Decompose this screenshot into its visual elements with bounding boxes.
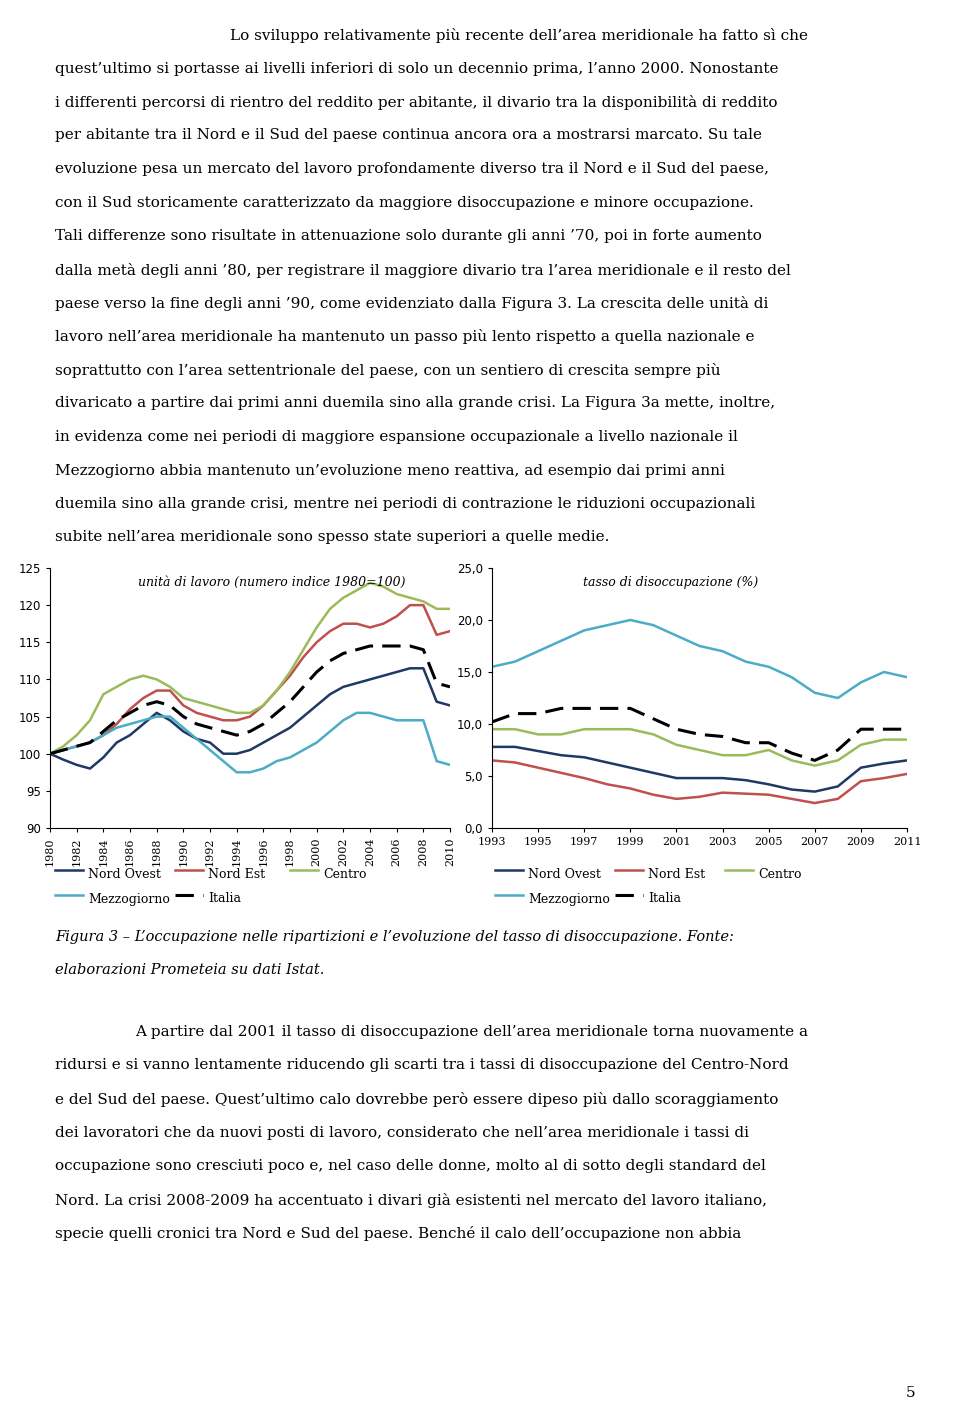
Text: Italia: Italia	[648, 892, 681, 905]
Text: occupazione sono cresciuti poco e, nel caso delle donne, molto al di sotto degli: occupazione sono cresciuti poco e, nel c…	[55, 1160, 766, 1172]
Text: Nord Ovest: Nord Ovest	[88, 867, 161, 881]
Text: con il Sud storicamente caratterizzato da maggiore disoccupazione e minore occup: con il Sud storicamente caratterizzato d…	[55, 196, 754, 209]
Text: paese verso la fine degli anni ’90, come evidenziato dalla Figura 3. La crescita: paese verso la fine degli anni ’90, come…	[55, 296, 768, 311]
Text: A partire dal 2001 il tasso di disoccupazione dell’area meridionale torna nuovam: A partire dal 2001 il tasso di disoccupa…	[135, 1025, 808, 1039]
Text: Nord Est: Nord Est	[648, 867, 706, 881]
Text: Nord Ovest: Nord Ovest	[528, 867, 601, 881]
Text: Mezzogiorno: Mezzogiorno	[88, 892, 170, 905]
Text: lavoro nell’area meridionale ha mantenuto un passo più lento rispetto a quella n: lavoro nell’area meridionale ha mantenut…	[55, 330, 755, 344]
Text: tasso di disoccupazione (%): tasso di disoccupazione (%)	[584, 576, 758, 588]
Text: elaborazioni Prometeia su dati Istat.: elaborazioni Prometeia su dati Istat.	[55, 963, 324, 978]
Text: specie quelli cronici tra Nord e Sud del paese. Benché il calo dell’occupazione : specie quelli cronici tra Nord e Sud del…	[55, 1226, 741, 1241]
Text: Centro: Centro	[758, 867, 802, 881]
Text: Tali differenze sono risultate in attenuazione solo durante gli anni ’70, poi in: Tali differenze sono risultate in attenu…	[55, 229, 762, 243]
Text: Lo sviluppo relativamente più recente dell’area meridionale ha fatto sì che: Lo sviluppo relativamente più recente de…	[230, 28, 808, 43]
Text: ridursi e si vanno lentamente riducendo gli scarti tra i tassi di disoccupazione: ridursi e si vanno lentamente riducendo …	[55, 1059, 788, 1073]
Text: Mezzogiorno abbia mantenuto un’evoluzione meno reattiva, ad esempio dai primi an: Mezzogiorno abbia mantenuto un’evoluzion…	[55, 463, 725, 477]
Text: dei lavoratori che da nuovi posti di lavoro, considerato che nell’area meridiona: dei lavoratori che da nuovi posti di lav…	[55, 1125, 749, 1140]
Text: Nord Est: Nord Est	[208, 867, 265, 881]
Text: unità di lavoro (numero indice 1980=100): unità di lavoro (numero indice 1980=100)	[138, 576, 405, 588]
Text: dalla metà degli anni ’80, per registrare il maggiore divario tra l’area meridio: dalla metà degli anni ’80, per registrar…	[55, 263, 791, 277]
Text: e del Sud del paese. Quest’ultimo calo dovrebbe però essere dipeso più dallo sco: e del Sud del paese. Quest’ultimo calo d…	[55, 1091, 779, 1107]
Text: 5: 5	[905, 1385, 915, 1400]
Text: Mezzogiorno: Mezzogiorno	[528, 892, 610, 905]
Text: i differenti percorsi di rientro del reddito per abitante, il divario tra la dis: i differenti percorsi di rientro del red…	[55, 95, 778, 109]
Text: evoluzione pesa un mercato del lavoro profondamente diverso tra il Nord e il Sud: evoluzione pesa un mercato del lavoro pr…	[55, 162, 769, 176]
Text: subite nell’area meridionale sono spesso state superiori a quelle medie.: subite nell’area meridionale sono spesso…	[55, 530, 610, 544]
Text: quest’ultimo si portasse ai livelli inferiori di solo un decennio prima, l’anno : quest’ultimo si portasse ai livelli infe…	[55, 61, 779, 75]
Text: duemila sino alla grande crisi, mentre nei periodi di contrazione le riduzioni o: duemila sino alla grande crisi, mentre n…	[55, 497, 756, 512]
Text: soprattutto con l’area settentrionale del paese, con un sentiero di crescita sem: soprattutto con l’area settentrionale de…	[55, 362, 721, 378]
Text: Centro: Centro	[323, 867, 367, 881]
Text: divaricato a partire dai primi anni duemila sino alla grande crisi. La Figura 3a: divaricato a partire dai primi anni duem…	[55, 396, 775, 411]
Text: Nord. La crisi 2008-2009 ha accentuato i divari già esistenti nel mercato del la: Nord. La crisi 2008-2009 ha accentuato i…	[55, 1192, 767, 1208]
Text: per abitante tra il Nord e il Sud del paese continua ancora ora a mostrarsi marc: per abitante tra il Nord e il Sud del pa…	[55, 128, 762, 142]
Text: Italia: Italia	[208, 892, 241, 905]
Text: in evidenza come nei periodi di maggiore espansione occupazionale a livello nazi: in evidenza come nei periodi di maggiore…	[55, 431, 738, 443]
Text: Figura 3 – L’occupazione nelle ripartizioni e l’evoluzione del tasso di disoccup: Figura 3 – L’occupazione nelle ripartizi…	[55, 929, 733, 944]
